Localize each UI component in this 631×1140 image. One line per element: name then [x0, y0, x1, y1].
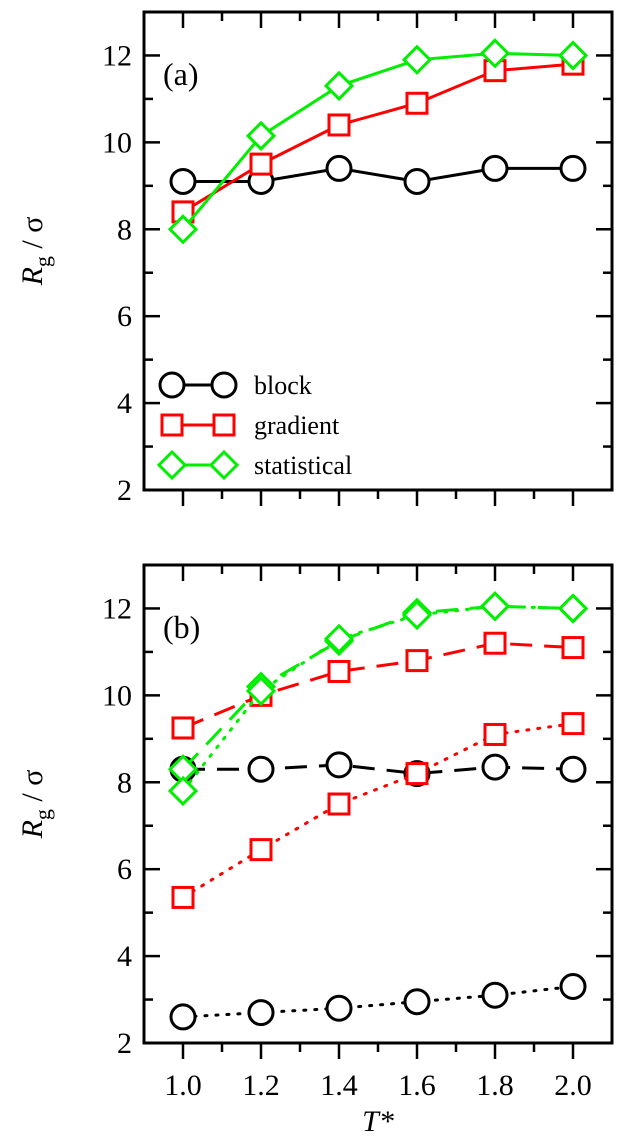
- y-tick-label: 12: [102, 592, 132, 625]
- data-point: [327, 792, 351, 816]
- panel-a: (a) 2 4 6 8 10 12 Rg / σ block gradient statistic…: [16, 10, 614, 507]
- series-diamond-dotted: [167, 591, 589, 807]
- series-line: [182, 62, 574, 214]
- data-point: [559, 755, 587, 783]
- x-tick-label: 1.8: [476, 1069, 514, 1102]
- y-axis-title: Rg / σ: [16, 770, 55, 840]
- legend-marker: [210, 371, 238, 399]
- series-diamond-dashed: [167, 591, 589, 785]
- data-point: [245, 120, 277, 151]
- data-point: [405, 762, 429, 786]
- data-point: [171, 716, 195, 740]
- legend-marker: [160, 413, 184, 437]
- data-point: [169, 167, 197, 195]
- x-tick-label: 1.4: [320, 1069, 358, 1102]
- data-point: [323, 623, 355, 654]
- data-point: [557, 40, 589, 71]
- data-point: [483, 631, 507, 655]
- series-line: [181, 604, 575, 793]
- y-axis-title: Rg / σ: [16, 217, 55, 287]
- x-tick-label: 1.6: [398, 1069, 436, 1102]
- series-line: [183, 763, 574, 776]
- legend-label: statistical: [254, 451, 352, 480]
- data-point: [561, 636, 585, 660]
- series-gradient: [171, 52, 585, 224]
- panel-b: (b) 2 4 6 8 10 12 1.0 1.2 1.4 1.6 1.8 2.0 Rg / σ T*: [16, 563, 614, 1138]
- data-point: [481, 753, 509, 781]
- data-point: [323, 70, 355, 101]
- panel-label-b: (b): [163, 609, 200, 645]
- data-point: [327, 659, 351, 683]
- data-point: [483, 722, 507, 746]
- series-square-dotted: [171, 712, 585, 909]
- data-point: [167, 775, 199, 807]
- series-line: [182, 641, 574, 730]
- data-point: [561, 712, 585, 736]
- data-point: [325, 154, 353, 182]
- data-point: [327, 113, 351, 137]
- legend: block gradient statistical: [156, 371, 352, 481]
- data-point: [249, 838, 273, 862]
- y-tick-label: 4: [117, 940, 132, 973]
- y-tick-label: 2: [117, 1027, 132, 1060]
- y-tick-label: 8: [117, 766, 132, 799]
- data-point: [403, 167, 431, 195]
- series-block: [169, 154, 587, 195]
- series-circle-dotted: [169, 973, 587, 1031]
- data-point: [481, 981, 509, 1009]
- series-statistical: [167, 38, 589, 245]
- y-tick-label: 10: [102, 679, 132, 712]
- panel-label-a: (a): [163, 56, 199, 92]
- legend-marker: [156, 449, 188, 481]
- data-point: [559, 973, 587, 1001]
- y-tick-label: 10: [102, 126, 132, 159]
- y-tick-label: 6: [117, 853, 132, 886]
- data-point: [247, 755, 275, 783]
- legend-marker: [212, 413, 236, 437]
- data-point: [405, 649, 429, 673]
- data-point: [167, 214, 199, 245]
- x-tick-label: 2.0: [554, 1069, 592, 1102]
- y-tick-label: 2: [117, 474, 132, 507]
- data-point: [169, 1003, 197, 1031]
- data-point: [479, 591, 511, 622]
- data-point: [481, 154, 509, 182]
- data-point: [401, 44, 433, 75]
- legend-item: gradient: [160, 411, 340, 440]
- y-tick-label: 8: [117, 213, 132, 246]
- legend-label: gradient: [254, 411, 340, 440]
- series-line: [181, 51, 574, 231]
- data-point: [559, 154, 587, 182]
- x-axis-title: T*: [362, 1105, 394, 1138]
- y-tick-label: 12: [102, 39, 132, 72]
- series-square-dashed: [171, 631, 585, 740]
- data-point: [249, 152, 273, 176]
- data-point: [405, 91, 429, 115]
- data-point: [401, 599, 433, 631]
- y-tick-label: 4: [117, 387, 132, 420]
- data-point: [245, 675, 277, 707]
- legend-item: statistical: [156, 449, 352, 481]
- series-line: [181, 604, 574, 771]
- data-point: [479, 38, 511, 69]
- legend-label: block: [254, 371, 312, 400]
- data-point: [325, 751, 353, 779]
- data-point: [557, 593, 589, 624]
- legend-marker: [158, 371, 186, 399]
- y-tick-label: 6: [117, 300, 132, 333]
- data-point: [247, 999, 275, 1027]
- series-line: [181, 985, 575, 1019]
- legend-marker: [208, 449, 240, 481]
- data-point: [325, 994, 353, 1022]
- legend-item: block: [158, 371, 312, 400]
- x-tick-label: 1.0: [164, 1069, 202, 1102]
- plot-frame: [142, 563, 614, 1045]
- x-tick-label: 1.2: [242, 1069, 280, 1102]
- series-circle-dashed: [169, 751, 587, 788]
- data-point: [171, 885, 195, 909]
- data-point: [403, 988, 431, 1016]
- series-line: [181, 722, 575, 899]
